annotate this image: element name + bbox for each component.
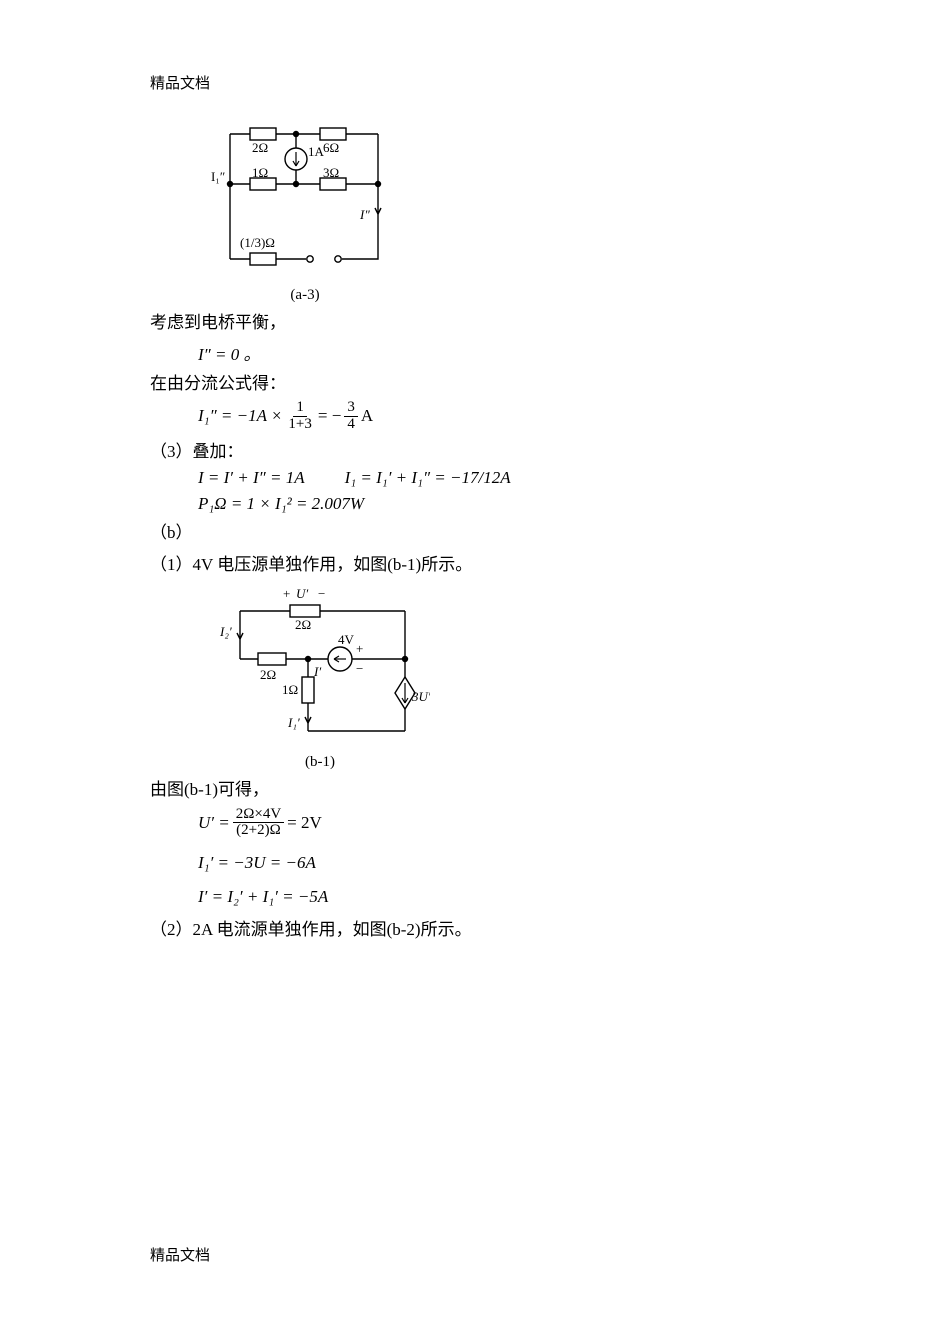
b1-vsrc: 4V	[338, 632, 355, 647]
svg-text:+: +	[283, 586, 290, 601]
text-b1-intro: （1）4V 电压源单独作用，如图(b-1)所示。	[150, 552, 795, 578]
a3-iout: I″	[359, 207, 370, 222]
content-body: 2Ω 6Ω 1A I₁″ 1Ω 3Ω I″ (1/3)Ω (a-3) 考虑到电桥…	[150, 110, 795, 947]
eq-i1pp: I₁″ = −1A × 1 1+3 = − 3 4 A	[198, 400, 795, 433]
a3-r-mid-left: 1Ω	[252, 165, 268, 180]
figure-b1-caption: (b-1)	[210, 754, 430, 771]
eq-u-prime: U′ = 2Ω×4V (2+2)Ω = 2V	[198, 807, 795, 840]
b1-r-mid: 1Ω	[282, 682, 298, 697]
b1-u-top: U′	[296, 586, 308, 601]
text-superposition: （3）叠加：	[150, 439, 795, 465]
text-current-divider: 在由分流公式得：	[150, 371, 795, 397]
b1-imid: I′	[313, 664, 321, 679]
page-footer: 精品文档	[150, 1244, 210, 1265]
figure-a3-caption: (a-3)	[210, 287, 400, 304]
text-bridge-balance: 考虑到电桥平衡，	[150, 310, 795, 336]
b1-i2: I₂′	[219, 624, 232, 639]
eq-i-prime: I′ = I₂′ + I₁′ = −5A	[198, 887, 795, 907]
eq-i-total: I = I′ + I″ = 1A	[198, 468, 305, 488]
a3-r-mid-right: 3Ω	[323, 165, 339, 180]
b1-r-left: 2Ω	[260, 667, 276, 682]
svg-text:−: −	[356, 661, 363, 676]
b1-i1: I₁′	[287, 715, 300, 730]
b1-r-top: 2Ω	[295, 617, 311, 632]
a3-r-top-right: 6Ω	[323, 140, 339, 155]
figure-b1: + U′ − 2Ω 4V I₂′ 2Ω I′ + − 1Ω I₁′ 3U′ (b…	[210, 581, 795, 771]
page-header: 精品文档	[150, 72, 210, 93]
a3-i1: I₁″	[211, 169, 225, 184]
text-b2-intro: （2）2A 电流源单独作用，如图(b-2)所示。	[150, 917, 795, 943]
a3-isrc: 1A	[308, 144, 325, 159]
eq-superposition-row: I = I′ + I″ = 1A I₁ = I₁′ + I₁″ = −17/12…	[198, 468, 795, 488]
figure-a3: 2Ω 6Ω 1A I₁″ 1Ω 3Ω I″ (1/3)Ω (a-3)	[210, 114, 795, 304]
b1-depsrc: 3U′	[411, 689, 430, 704]
text-from-b1: 由图(b-1)可得，	[150, 777, 795, 803]
page: 精品文档	[0, 0, 945, 1337]
eq-i1-prime: I₁′ = −3U = −6A	[198, 853, 795, 873]
text-part-b: （b）	[150, 520, 795, 546]
eq-ipp-zero: I″ = 0 。	[198, 340, 795, 365]
a3-r-top-left: 2Ω	[252, 140, 268, 155]
eq-power: P₁Ω = 1 × I₁² = 2.007W	[198, 494, 795, 514]
a3-r-bottom: (1/3)Ω	[240, 235, 275, 250]
svg-text:−: −	[318, 586, 325, 601]
svg-text:+: +	[356, 641, 363, 656]
eq-i1-total: I₁ = I₁′ + I₁″ = −17/12A	[345, 468, 511, 488]
